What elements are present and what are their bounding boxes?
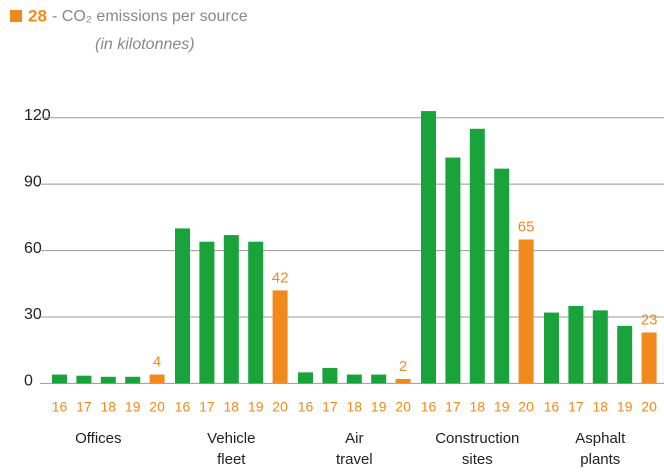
year-label: 20 — [395, 399, 411, 415]
bar — [395, 379, 411, 384]
bar — [76, 375, 92, 384]
bar — [175, 228, 190, 384]
data-label: 4 — [153, 354, 161, 371]
year-label: 19 — [125, 399, 141, 415]
bar — [641, 332, 657, 384]
data-label: 42 — [272, 269, 289, 286]
category-label: fleet — [217, 451, 246, 468]
year-label: 16 — [421, 399, 437, 415]
bar — [52, 374, 67, 384]
year-label: 18 — [224, 399, 240, 415]
category-label: Vehicle — [207, 430, 255, 447]
category-label: Construction — [435, 430, 519, 447]
bar — [469, 128, 485, 384]
year-label: 20 — [641, 399, 657, 415]
bar — [149, 374, 165, 384]
year-label: 17 — [445, 399, 461, 415]
bar — [100, 376, 116, 384]
bar — [421, 111, 436, 384]
year-label: 17 — [199, 399, 215, 415]
category-label: travel — [336, 451, 373, 468]
chart-number: 28 — [28, 6, 47, 25]
year-label: 20 — [272, 399, 288, 415]
year-label: 16 — [544, 399, 560, 415]
bar — [322, 367, 338, 384]
bar — [544, 312, 559, 384]
bar — [248, 241, 264, 384]
bar — [223, 235, 239, 384]
bar — [568, 305, 584, 384]
year-label: 16 — [298, 399, 314, 415]
year-label: 16 — [175, 399, 191, 415]
data-label: 23 — [641, 311, 658, 328]
year-label: 17 — [568, 399, 584, 415]
bar — [272, 290, 288, 384]
year-label: 18 — [470, 399, 486, 415]
year-label: 19 — [617, 399, 633, 415]
bar — [494, 168, 510, 384]
chart-title: - CO₂ emissions per source — [52, 8, 248, 25]
y-tick-label: 0 — [24, 373, 33, 390]
bar — [371, 374, 387, 384]
year-label: 17 — [76, 399, 92, 415]
chart-subtitle: (in kilotonnes) — [95, 36, 195, 53]
bar — [592, 310, 608, 384]
year-label: 20 — [149, 399, 165, 415]
data-label: 2 — [399, 358, 407, 375]
year-label: 18 — [101, 399, 117, 415]
year-label: 20 — [518, 399, 534, 415]
y-tick-label: 120 — [24, 107, 51, 124]
year-label: 17 — [322, 399, 338, 415]
year-label: 16 — [52, 399, 68, 415]
title-marker — [10, 10, 22, 22]
category-label: Air — [345, 430, 363, 447]
year-label: 19 — [371, 399, 387, 415]
bar — [125, 376, 141, 384]
year-label: 18 — [593, 399, 609, 415]
data-label: 65 — [518, 218, 535, 235]
category-label: Offices — [75, 430, 121, 447]
bar — [346, 374, 362, 384]
bar — [617, 325, 633, 384]
year-label: 18 — [347, 399, 363, 415]
bar — [199, 241, 215, 384]
bar — [298, 372, 313, 384]
y-tick-label: 30 — [24, 306, 42, 323]
bar — [518, 239, 534, 384]
y-tick-label: 90 — [24, 173, 42, 190]
y-tick-label: 60 — [24, 240, 42, 257]
year-label: 19 — [248, 399, 264, 415]
bar — [445, 157, 461, 384]
category-label: sites — [462, 451, 493, 468]
year-label: 19 — [494, 399, 510, 415]
category-label: Asphalt — [575, 430, 626, 447]
category-label: plants — [580, 451, 620, 468]
